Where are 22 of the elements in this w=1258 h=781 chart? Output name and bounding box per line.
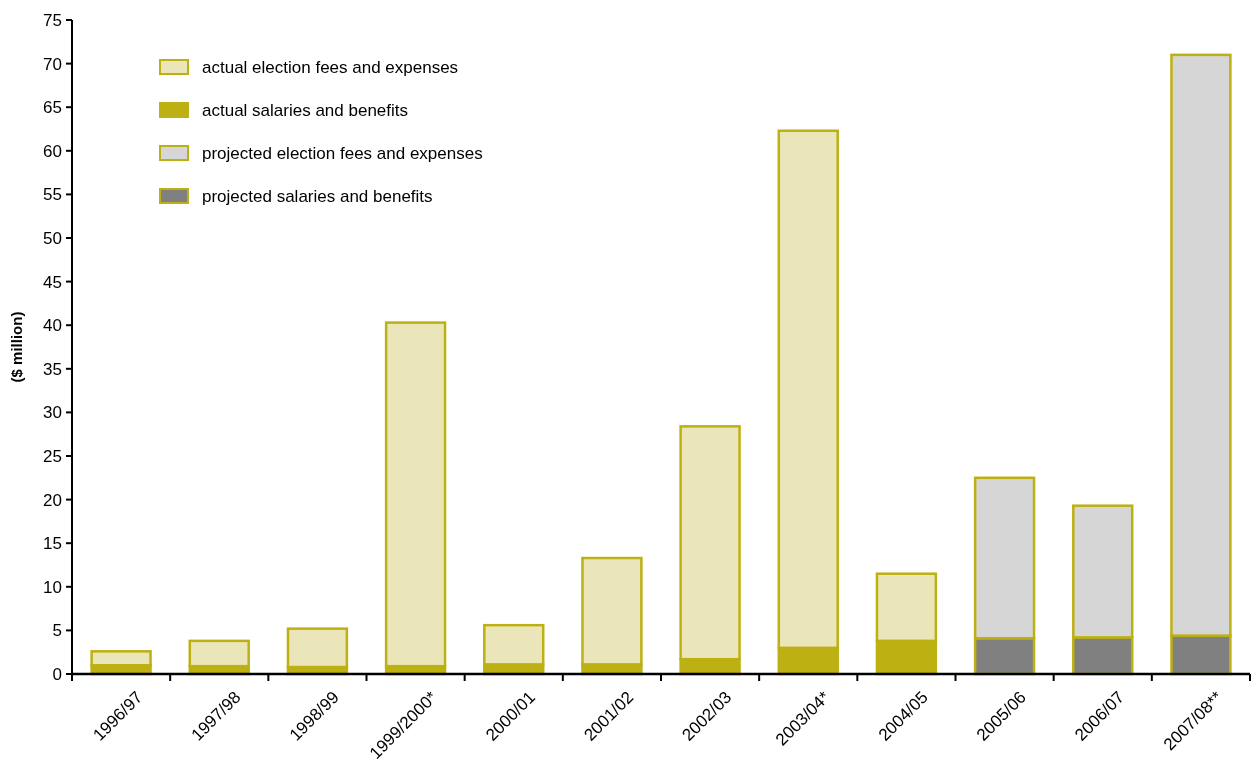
legend-label: actual election fees and expenses	[202, 57, 459, 77]
y-tick-label: 35	[43, 359, 62, 379]
legend-label: actual salaries and benefits	[202, 100, 409, 120]
y-tick-label: 55	[43, 185, 62, 205]
y-tick-label: 45	[43, 272, 62, 292]
y-tick-label: 5	[52, 621, 62, 641]
y-tick-label: 15	[43, 534, 62, 554]
y-tick-label: 20	[43, 490, 62, 510]
y-tick-label: 65	[43, 98, 62, 118]
y-tick-label: 75	[43, 10, 62, 30]
y-tick-label: 50	[43, 228, 62, 248]
y-tick-label: 40	[43, 316, 62, 336]
bar	[286, 627, 349, 669]
legend-label: projected salaries and benefits	[202, 186, 433, 206]
y-tick-label: 10	[43, 577, 62, 597]
y-tick-label: 0	[52, 664, 62, 684]
y-tick-label: 30	[43, 403, 62, 423]
y-tick-label: 60	[43, 141, 62, 161]
legend-label: projected election fees and expenses	[202, 143, 483, 163]
y-tick-label: 25	[43, 446, 62, 466]
y-tick-label: 70	[43, 54, 62, 74]
y-axis-title: ($ million)	[8, 311, 25, 383]
